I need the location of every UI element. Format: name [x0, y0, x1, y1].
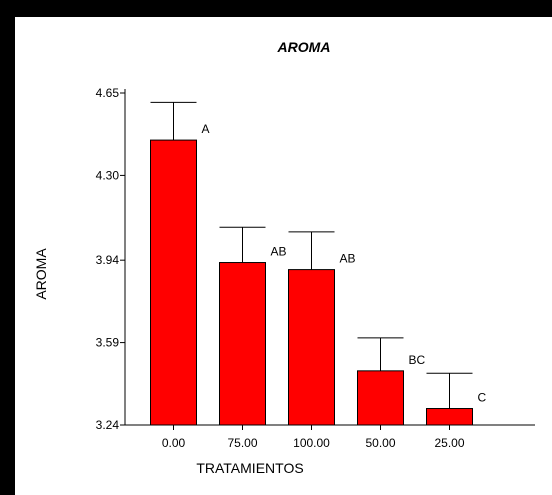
- y-tick-label: 3.59: [96, 336, 120, 350]
- x-tick-label: 0.00: [162, 436, 186, 450]
- x-tick-label: 75.00: [227, 436, 257, 450]
- plot-area: 3.24 3.59 3.94 4.30 4.65 0.00 A 75.00 AB 100.00 AB…: [96, 86, 535, 450]
- y-axis-title: AROMA: [33, 248, 49, 300]
- group-label: A: [202, 122, 210, 136]
- bar: [288, 269, 335, 426]
- group-label: C: [478, 391, 487, 405]
- chart-title: AROMA: [277, 39, 331, 55]
- x-tick-label: 25.00: [434, 436, 464, 450]
- y-tick-label: 4.65: [96, 86, 120, 100]
- x-tick-label: 100.00: [293, 436, 330, 450]
- chart-frame: AROMA TRATAMIENTOS AROMA 3.24 3.59 3.94 4.3…: [15, 17, 552, 495]
- group-label: AB: [271, 245, 287, 259]
- group-label: BC: [409, 353, 426, 367]
- x-tick-label: 50.00: [365, 436, 395, 450]
- bar: [426, 408, 473, 426]
- bar-chart: AROMA TRATAMIENTOS AROMA 3.24 3.59 3.94 4.3…: [33, 39, 535, 476]
- bar: [150, 139, 197, 426]
- bar: [219, 262, 266, 426]
- bar: [357, 370, 404, 426]
- y-tick-label: 3.24: [96, 418, 120, 432]
- x-axis-title: TRATAMIENTOS: [196, 460, 303, 476]
- group-label: AB: [340, 252, 356, 266]
- y-tick-label: 3.94: [96, 253, 120, 267]
- y-tick-label: 4.30: [96, 168, 120, 182]
